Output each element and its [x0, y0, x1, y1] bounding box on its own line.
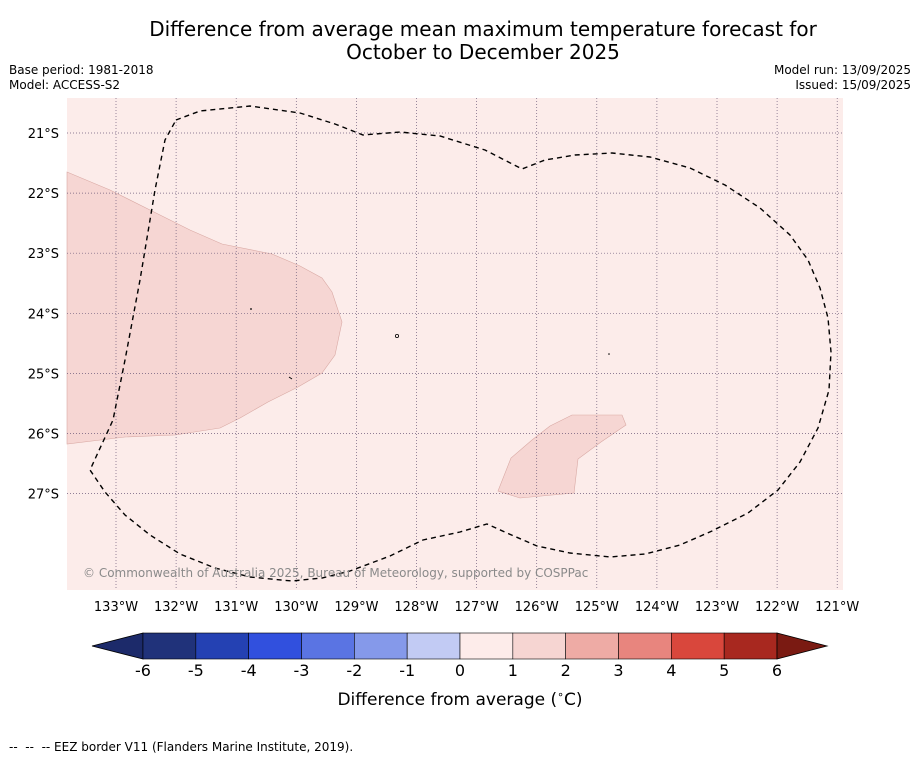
colorbar-tick-label: 5: [719, 661, 729, 680]
longitude-labels: 133°W 132°W 131°W 130°W 129°W 128°W 127°W 126°W…: [94, 600, 860, 615]
longitude-label: 124°W: [635, 600, 679, 615]
colorbar-tick-label: 2: [561, 661, 571, 680]
latitude-label: 23°S: [28, 247, 59, 262]
colorbar-tick-label: 4: [666, 661, 676, 680]
colorbar-tick-label: 6: [772, 661, 782, 680]
colorbar-segment: [671, 632, 725, 660]
colorbar-tick-label: -6: [135, 661, 151, 680]
colorbar-segment: [618, 632, 672, 660]
colorbar-tick-label: -1: [399, 661, 415, 680]
islands: [250, 308, 610, 380]
colorbar-label: Difference from average (∘C): [337, 688, 582, 710]
colorbar-segment: [301, 632, 355, 660]
island-marker: [608, 353, 610, 355]
colorbar: -6 -5 -4 -3 -2 -1 0 1 2 3 4 5 6: [91, 632, 829, 680]
latitude-label: 26°S: [28, 428, 59, 443]
colorbar-under-arrow: [91, 632, 144, 660]
copyright-text: © Commonwealth of Australia 2025, Bureau…: [83, 566, 588, 580]
base-period: Base period: 1981-2018: [9, 63, 154, 77]
latitude-label: 22°S: [28, 187, 59, 202]
model-name: Model: ACCESS-S2: [9, 78, 121, 92]
issued-date: Issued: 15/09/2025: [795, 78, 911, 92]
colorbar-segment: [723, 632, 778, 660]
latitude-label: 27°S: [28, 488, 59, 503]
latitude-label: 24°S: [28, 307, 59, 322]
latitude-labels: 21°S 22°S 23°S 24°S 25°S 26°S 27°S: [28, 127, 59, 503]
longitude-label: 129°W: [334, 600, 378, 615]
colorbar-segment: [406, 632, 461, 660]
colorbar-tick-label: -4: [241, 661, 257, 680]
longitude-label: 123°W: [695, 600, 739, 615]
longitude-label: 130°W: [274, 600, 318, 615]
colorbar-segment: [512, 632, 566, 660]
colorbar-tick-label: -3: [294, 661, 310, 680]
latitude-label: 21°S: [28, 127, 59, 142]
eez-legend: -- -- -- EEZ border V11 (Flanders Marine…: [9, 740, 354, 754]
colorbar-segment: [354, 632, 408, 660]
longitude-label: 131°W: [214, 600, 258, 615]
anomaly-patch-west: [66, 171, 343, 445]
anomaly-patch-east: [497, 414, 627, 499]
colorbar-tick-label: 0: [455, 661, 465, 680]
model-run: Model run: 13/09/2025: [773, 63, 911, 77]
longitude-label: 132°W: [154, 600, 198, 615]
longitude-label: 122°W: [755, 600, 799, 615]
island-marker: [394, 333, 399, 338]
colorbar-segment: [565, 632, 619, 660]
latitude-label: 25°S: [28, 367, 59, 382]
longitude-label: 125°W: [575, 600, 619, 615]
colorbar-segment: [142, 632, 197, 660]
longitude-label: 128°W: [394, 600, 438, 615]
longitude-label: 133°W: [94, 600, 138, 615]
colorbar-segment: [459, 632, 514, 660]
island-marker: [288, 376, 293, 380]
title-line-1: Difference from average mean maximum tem…: [149, 17, 817, 41]
longitude-label: 126°W: [515, 600, 559, 615]
colorbar-tick-label: -2: [346, 661, 362, 680]
colorbar-segment: [248, 632, 302, 660]
colorbar-tick-label: 3: [613, 661, 623, 680]
map-title: Difference from average mean maximum tem…: [0, 18, 919, 64]
graticule: [67, 98, 843, 590]
colorbar-tick-label: 1: [508, 661, 518, 680]
longitude-label: 127°W: [455, 600, 499, 615]
colorbar-segment: [195, 632, 249, 660]
colorbar-over-arrow: [776, 632, 829, 660]
run-info: Model run: 13/09/2025 Issued: 15/09/2025: [774, 63, 911, 93]
island-marker: [250, 308, 252, 310]
model-info: Base period: 1981-2018 Model: ACCESS-S2: [9, 63, 154, 93]
title-line-2: October to December 2025: [346, 40, 620, 64]
colorbar-tick-label: -5: [188, 661, 204, 680]
longitude-label: 121°W: [815, 600, 859, 615]
eez-border: [89, 105, 832, 582]
